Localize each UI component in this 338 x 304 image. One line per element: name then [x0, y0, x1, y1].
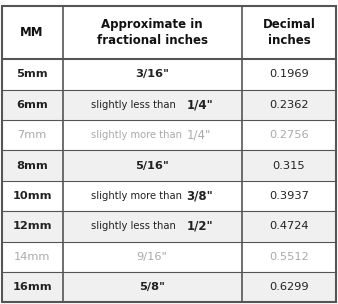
- Text: 10mm: 10mm: [13, 191, 52, 201]
- Text: 0.1969: 0.1969: [269, 70, 309, 79]
- Text: 3/8": 3/8": [186, 190, 213, 202]
- Text: 0.6299: 0.6299: [269, 282, 309, 292]
- Text: Approximate in
fractional inches: Approximate in fractional inches: [97, 19, 208, 47]
- Text: 1/2": 1/2": [186, 220, 213, 233]
- Bar: [2, 181, 336, 211]
- Text: slightly more than: slightly more than: [91, 191, 186, 201]
- Text: 3/16": 3/16": [135, 70, 169, 79]
- Text: slightly less than: slightly less than: [91, 222, 179, 231]
- Text: 0.2362: 0.2362: [269, 100, 309, 110]
- Text: 1/4": 1/4": [186, 98, 213, 111]
- Text: 0.4724: 0.4724: [269, 222, 309, 231]
- Text: 1/4": 1/4": [186, 129, 211, 142]
- Text: 16mm: 16mm: [12, 282, 52, 292]
- Bar: [2, 272, 336, 302]
- Bar: [2, 242, 336, 272]
- Text: slightly more than: slightly more than: [91, 130, 186, 140]
- Text: 9/16": 9/16": [137, 252, 168, 262]
- Text: MM: MM: [20, 26, 44, 39]
- Text: 5mm: 5mm: [16, 70, 48, 79]
- Text: 5/8": 5/8": [139, 282, 165, 292]
- Text: 14mm: 14mm: [14, 252, 50, 262]
- Text: 8mm: 8mm: [16, 161, 48, 171]
- Bar: [2, 90, 336, 120]
- Text: 6mm: 6mm: [16, 100, 48, 110]
- Text: 12mm: 12mm: [13, 222, 52, 231]
- Bar: [2, 59, 336, 90]
- Text: 0.5512: 0.5512: [269, 252, 309, 262]
- Bar: [2, 6, 336, 59]
- Text: 0.315: 0.315: [273, 161, 305, 171]
- Bar: [2, 211, 336, 242]
- Text: 0.2756: 0.2756: [269, 130, 309, 140]
- Text: 7mm: 7mm: [18, 130, 47, 140]
- Text: 5/16": 5/16": [135, 161, 169, 171]
- Text: 0.3937: 0.3937: [269, 191, 309, 201]
- Text: Decimal
inches: Decimal inches: [263, 19, 315, 47]
- Text: slightly less than: slightly less than: [91, 100, 179, 110]
- Bar: [2, 150, 336, 181]
- Bar: [2, 120, 336, 150]
